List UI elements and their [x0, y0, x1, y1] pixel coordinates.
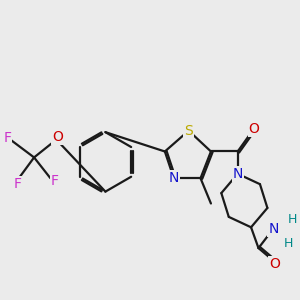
- Text: F: F: [14, 177, 22, 191]
- Text: F: F: [3, 131, 11, 145]
- Text: N: N: [268, 222, 278, 236]
- Text: F: F: [51, 174, 59, 188]
- Text: O: O: [52, 130, 63, 144]
- Text: O: O: [249, 122, 260, 136]
- Text: O: O: [269, 257, 280, 272]
- Text: H: H: [288, 213, 297, 226]
- Text: N: N: [232, 167, 243, 181]
- Text: H: H: [284, 237, 293, 250]
- Text: S: S: [184, 124, 193, 138]
- Text: N: N: [169, 171, 179, 185]
